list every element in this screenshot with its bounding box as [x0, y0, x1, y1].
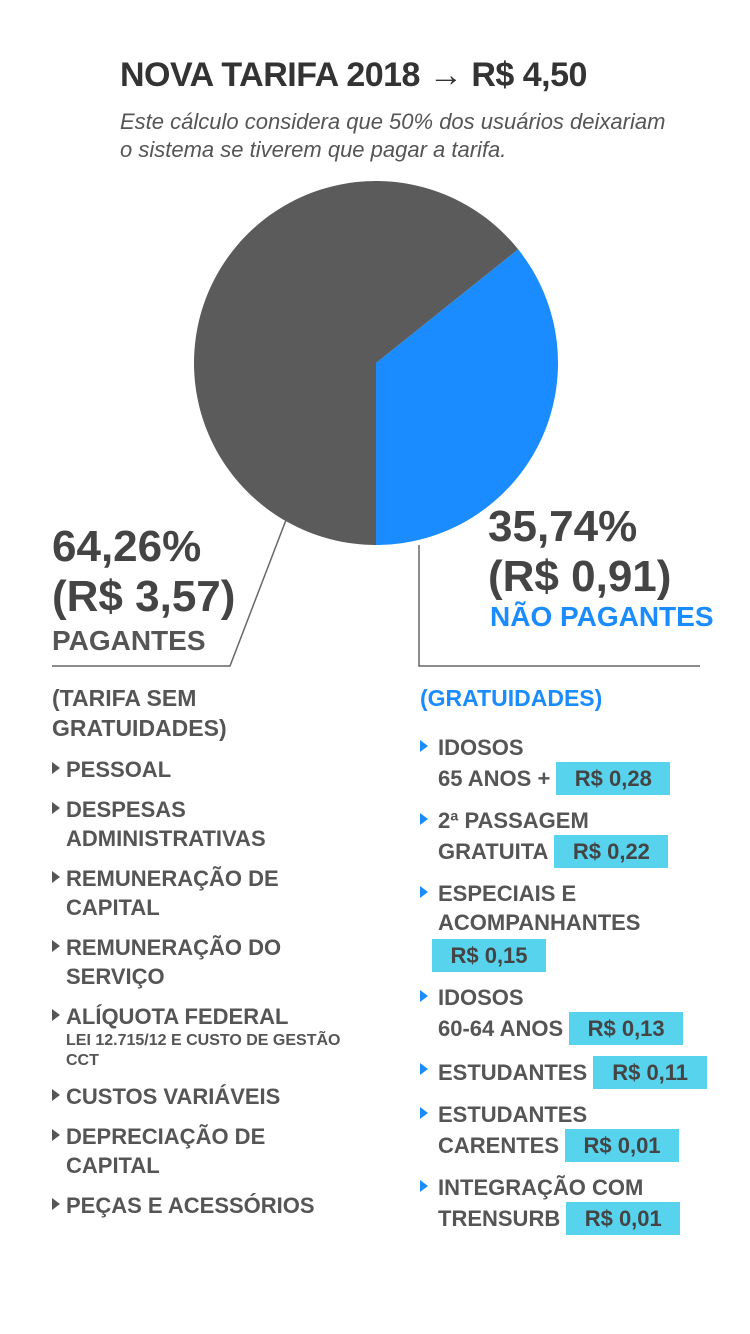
- gratuity-item-label: 60-64 ANOS: [438, 1016, 564, 1041]
- bullet-arrow-icon: [420, 740, 428, 752]
- gratuity-value-badge: R$ 0,22: [554, 835, 669, 868]
- cost-item-label: PESSOAL: [66, 757, 172, 782]
- bullet-arrow-icon: [420, 813, 428, 825]
- cost-item-label: DESPESAS ADMINISTRATIVAS: [66, 797, 266, 851]
- pagantes-leader-line: [52, 519, 287, 667]
- gratuity-value-badge: R$ 0,01: [566, 1202, 681, 1235]
- gratuity-item-label: 65 ANOS +: [438, 766, 551, 791]
- cost-item: CUSTOS VARIÁVEIS: [52, 1082, 352, 1111]
- cost-item: REMUNERAÇÃO DE CAPITAL: [52, 864, 352, 922]
- gratuity-item-label: TRENSURB: [438, 1206, 561, 1231]
- pie-slice-nao-pagantes: [376, 249, 558, 545]
- pagantes-amount: (R$ 3,57): [52, 572, 236, 621]
- gratuity-item: IDOSOS 60-64 ANOS R$ 0,13: [420, 983, 730, 1045]
- gratuity-item-row: CARENTES R$ 0,01: [438, 1129, 730, 1162]
- right-section-heading: (GRATUIDADES): [420, 685, 603, 711]
- cost-item: PEÇAS E ACESSÓRIOS: [52, 1191, 352, 1220]
- cost-item: PESSOAL: [52, 755, 352, 784]
- left-section-heading: (TARIFA SEM GRATUIDADES): [52, 685, 227, 741]
- pagantes-caption: PAGANTES: [52, 625, 206, 656]
- bullet-arrow-icon: [52, 1009, 60, 1021]
- gratuity-item-label: ESTUDANTES: [438, 1060, 588, 1085]
- gratuity-item-label: INTEGRAÇÃO COM: [438, 1175, 644, 1200]
- bullet-arrow-icon: [420, 990, 428, 1002]
- gratuity-item-row: TRENSURB R$ 0,01: [438, 1202, 730, 1235]
- gratuity-item: 2ª PASSAGEM GRATUITA R$ 0,22: [420, 806, 730, 868]
- cost-item: REMUNERAÇÃO DO SERVIÇO: [52, 933, 352, 991]
- gratuity-value-badge: R$ 0,15: [432, 939, 546, 972]
- gratuity-item-label: ESPECIAIS E: [438, 881, 577, 906]
- bullet-arrow-icon: [52, 871, 60, 883]
- bullet-arrow-icon: [52, 1129, 60, 1141]
- bullet-arrow-icon: [420, 1063, 428, 1075]
- cost-item-label: REMUNERAÇÃO DO SERVIÇO: [66, 935, 282, 989]
- gratuity-item-row: 65 ANOS + R$ 0,28: [438, 762, 730, 795]
- gratuity-item-row: ESTUDANTES R$ 0,11: [438, 1056, 730, 1089]
- nao-pagantes-amount: (R$ 0,91): [488, 552, 672, 601]
- gratuity-item-row: GRATUITA R$ 0,22: [438, 835, 730, 868]
- gratuity-item: ESTUDANTES CARENTES R$ 0,01: [420, 1100, 730, 1162]
- bullet-arrow-icon: [420, 886, 428, 898]
- cost-item-label: REMUNERAÇÃO DE CAPITAL: [66, 866, 279, 920]
- cost-item: DESPESAS ADMINISTRATIVAS: [52, 795, 352, 853]
- bullet-arrow-icon: [52, 940, 60, 952]
- cost-item: DEPRECIAÇÃO DE CAPITAL: [52, 1122, 352, 1180]
- gratuity-item-label: ESTUDANTES: [438, 1102, 588, 1127]
- nao-pagantes-caption: NÃO PAGANTES: [490, 601, 714, 632]
- gratuity-item-label: GRATUITA: [438, 839, 549, 864]
- pagantes-percent: 64,26%: [52, 522, 202, 571]
- gratuity-value-badge: R$ 0,13: [569, 1012, 684, 1045]
- chart-subtitle: Este cálculo considera que 50% dos usuár…: [120, 109, 666, 162]
- gratuity-item-label: 2ª PASSAGEM: [438, 808, 589, 833]
- cost-item-label: PEÇAS E ACESSÓRIOS: [66, 1193, 315, 1218]
- gratuity-item: INTEGRAÇÃO COM TRENSURB R$ 0,01: [420, 1173, 730, 1235]
- bullet-arrow-icon: [52, 802, 60, 814]
- cost-item-label: DEPRECIAÇÃO DE CAPITAL: [66, 1124, 266, 1178]
- chart-title: NOVA TARIFA 2018 → R$ 4,50: [120, 56, 587, 94]
- bullet-arrow-icon: [420, 1107, 428, 1119]
- gratuity-item-label: CARENTES: [438, 1133, 560, 1158]
- bullet-arrow-icon: [420, 1180, 428, 1192]
- pie-slice-pagantes: [193, 181, 519, 545]
- bullet-arrow-icon: [52, 1089, 60, 1101]
- bullet-arrow-icon: [52, 762, 60, 774]
- gratuity-item-label: IDOSOS: [438, 735, 524, 760]
- nao-pagantes-leader-line: [418, 545, 700, 667]
- gratuity-item: ESTUDANTES R$ 0,11: [420, 1056, 730, 1089]
- cost-item-label: ALÍQUOTA FEDERAL: [66, 1004, 289, 1029]
- gratuity-item-label: ACOMPANHANTES: [438, 910, 641, 935]
- gratuity-item: IDOSOS 65 ANOS + R$ 0,28: [420, 733, 730, 795]
- gratuity-value-badge: R$ 0,11: [593, 1056, 708, 1089]
- gratuity-value-badge: R$ 0,01: [565, 1129, 680, 1162]
- bullet-arrow-icon: [52, 1198, 60, 1210]
- pie-chart: [52, 181, 700, 667]
- gratuity-items-list: IDOSOS 65 ANOS + R$ 0,28 2ª PASSAGEM GRATUIT…: [420, 733, 730, 1246]
- gratuity-item-row: 60-64 ANOS R$ 0,13: [438, 1012, 730, 1045]
- cost-item-note: LEI 12.715/12 E CUSTO DE GESTÃO CCT: [66, 1032, 341, 1069]
- cost-item: ALÍQUOTA FEDERAL LEI 12.715/12 E CUSTO DE…: [52, 1002, 352, 1071]
- gratuity-item: ESPECIAIS E ACOMPANHANTES R$ 0,15: [420, 879, 730, 972]
- nao-pagantes-percent: 35,74%: [488, 502, 638, 551]
- gratuity-value-badge: R$ 0,28: [556, 762, 671, 795]
- cost-items-list: PESSOAL DESPESAS ADMINISTRATIVAS REMUNERAÇ…: [52, 755, 352, 1231]
- gratuity-item-label: IDOSOS: [438, 985, 524, 1010]
- cost-item-label: CUSTOS VARIÁVEIS: [66, 1084, 281, 1109]
